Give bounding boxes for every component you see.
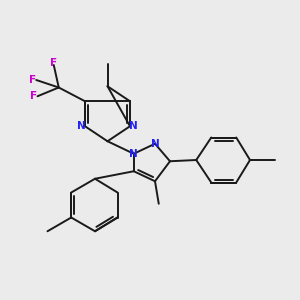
Text: F: F — [29, 75, 36, 85]
Text: N: N — [129, 121, 138, 131]
Text: F: F — [30, 91, 37, 101]
Text: N: N — [129, 149, 138, 159]
Text: N: N — [77, 121, 85, 131]
Text: F: F — [50, 58, 57, 68]
Text: N: N — [151, 139, 159, 149]
